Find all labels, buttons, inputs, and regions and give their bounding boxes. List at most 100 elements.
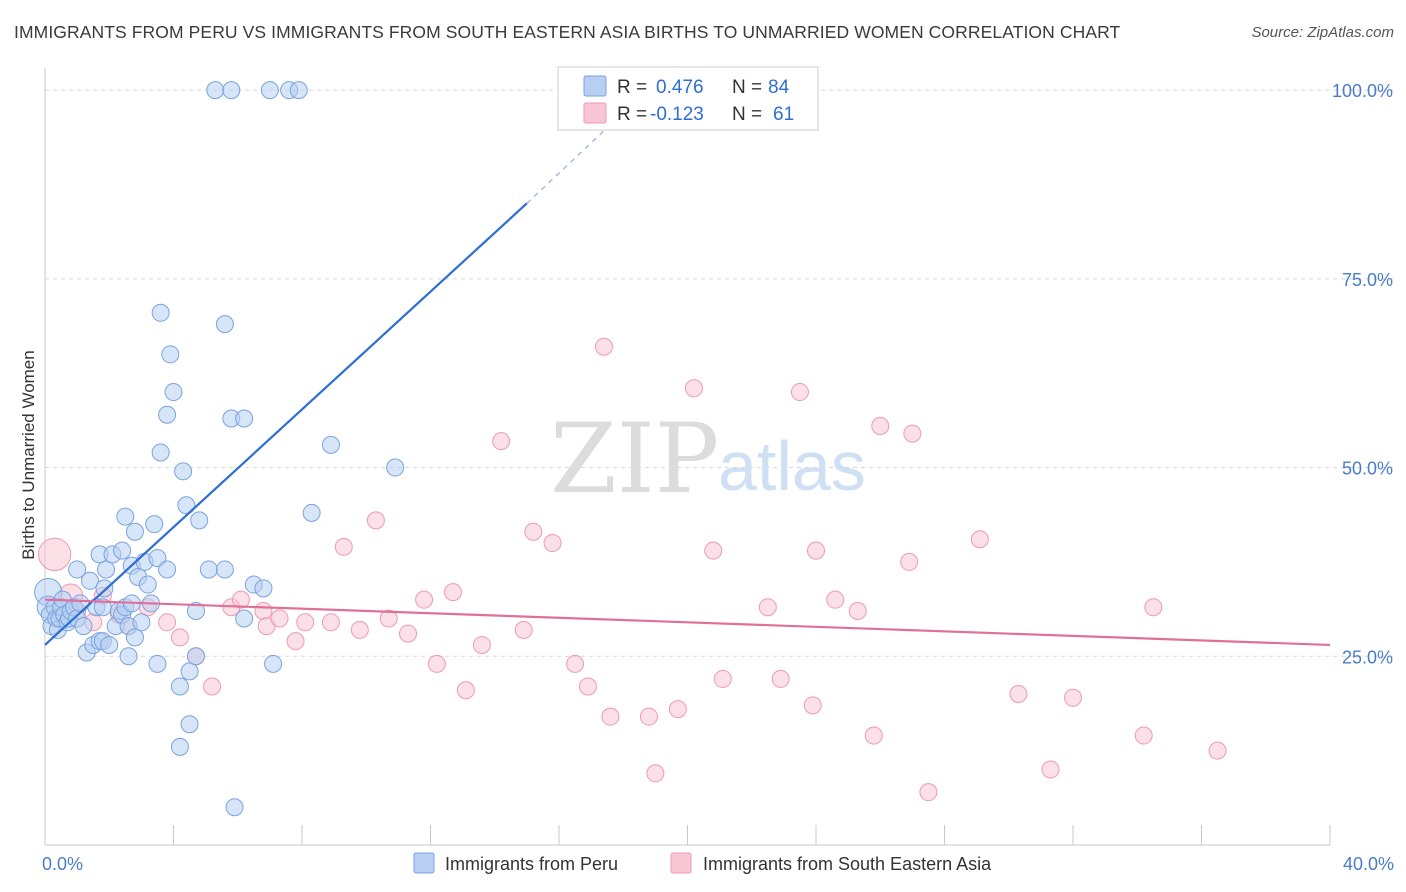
- legend-sea-swatch: [583, 102, 607, 124]
- sea-point: [826, 590, 845, 609]
- sea-point: [684, 379, 703, 398]
- peru-point: [321, 435, 340, 454]
- y-tick-labels: 25.0% 50.0% 75.0% 100.0%: [1332, 81, 1393, 667]
- peru-trend-extension: [526, 127, 608, 204]
- sea-point: [1208, 741, 1227, 760]
- sea-point: [286, 632, 305, 651]
- sea-point: [903, 424, 922, 443]
- trend-lines: [44, 127, 1331, 647]
- sea-point: [524, 522, 543, 541]
- sea-point: [443, 583, 462, 602]
- sea-point: [296, 613, 315, 632]
- legend-peru-r-label: R =: [617, 77, 647, 98]
- peru-point: [235, 409, 254, 428]
- legend-sea-n-label: N =: [732, 104, 762, 125]
- sea-point: [321, 613, 340, 632]
- sea-point: [848, 601, 867, 620]
- sea-point: [919, 783, 938, 802]
- peru-point: [215, 315, 234, 334]
- sea-point: [601, 707, 620, 726]
- sea-point: [900, 552, 919, 571]
- peru-point: [161, 345, 180, 364]
- x-tick-label: 0.0%: [42, 854, 83, 874]
- peru-point: [302, 503, 321, 522]
- sea-point: [639, 707, 658, 726]
- sea-point: [254, 601, 273, 620]
- peru-point: [180, 662, 199, 681]
- sea-point: [37, 537, 72, 572]
- peru-point: [190, 511, 209, 530]
- peru-point: [215, 560, 234, 579]
- series-legend-peru-label: Immigrants from Peru: [445, 854, 618, 874]
- sea-point: [1144, 598, 1163, 617]
- watermark-zip: ZIP: [550, 403, 719, 515]
- peru-point: [119, 647, 138, 666]
- peru-trend-line: [44, 202, 528, 646]
- peru-point: [158, 405, 177, 424]
- peru-point: [113, 541, 132, 560]
- y-tick-label: 75.0%: [1342, 270, 1393, 290]
- legend-peru-swatch: [583, 75, 607, 97]
- series-legend-peru-swatch: [413, 852, 435, 874]
- peru-point: [177, 496, 196, 515]
- peru-point: [260, 81, 279, 100]
- peru-point: [145, 515, 164, 534]
- sea-point: [566, 654, 585, 673]
- peru-point: [74, 617, 93, 636]
- sea-point: [456, 681, 475, 700]
- peru-point: [68, 560, 87, 579]
- sea-point: [231, 590, 250, 609]
- sea-point: [1134, 726, 1153, 745]
- sea-point: [864, 726, 883, 745]
- sea-point: [704, 541, 723, 560]
- gridlines: [45, 89, 1395, 657]
- sea-point: [270, 609, 289, 628]
- sea-point: [170, 628, 189, 647]
- sea-point: [514, 620, 533, 639]
- peru-point: [71, 594, 90, 613]
- sea-point: [427, 654, 446, 673]
- peru-point: [170, 737, 189, 756]
- peru-point: [116, 507, 135, 526]
- sea-point: [379, 609, 398, 628]
- series-legend: Immigrants from Peru Immigrants from Sou…: [413, 852, 992, 874]
- peru-point: [97, 560, 116, 579]
- sea-point: [758, 598, 777, 617]
- y-tick-label: 100.0%: [1332, 81, 1393, 101]
- sea-point: [578, 677, 597, 696]
- sea-point: [668, 700, 687, 719]
- sea-point: [790, 383, 809, 402]
- peru-point: [80, 571, 99, 590]
- axes: [44, 68, 1331, 846]
- sea-point: [158, 613, 177, 632]
- peru-point: [206, 81, 225, 100]
- sea-point: [543, 534, 562, 553]
- peru-point: [235, 609, 254, 628]
- sea-point: [1041, 760, 1060, 779]
- sea-point: [203, 677, 222, 696]
- sea-point: [771, 669, 790, 688]
- peru-point: [225, 798, 244, 817]
- sea-point: [871, 417, 890, 436]
- sea-point: [366, 511, 385, 530]
- peru-point: [222, 81, 241, 100]
- sea-point: [594, 337, 613, 356]
- sea-point: [1009, 685, 1028, 704]
- sea-point: [1064, 688, 1082, 707]
- series-peru-points: [34, 81, 405, 817]
- peru-point: [125, 522, 144, 541]
- legend-sea-r-value: -0.123: [650, 104, 704, 125]
- peru-point: [289, 81, 308, 100]
- peru-point: [151, 443, 170, 462]
- sea-point: [350, 620, 369, 639]
- peru-point: [95, 579, 114, 598]
- peru-point: [170, 677, 189, 696]
- sea-point: [334, 537, 353, 556]
- peru-point: [132, 613, 151, 632]
- legend-peru-r-value: 0.476: [656, 77, 704, 98]
- watermark-atlas: atlas: [718, 427, 866, 505]
- series-legend-sea-swatch: [670, 852, 692, 874]
- peru-point: [386, 458, 405, 477]
- sea-point: [646, 764, 665, 783]
